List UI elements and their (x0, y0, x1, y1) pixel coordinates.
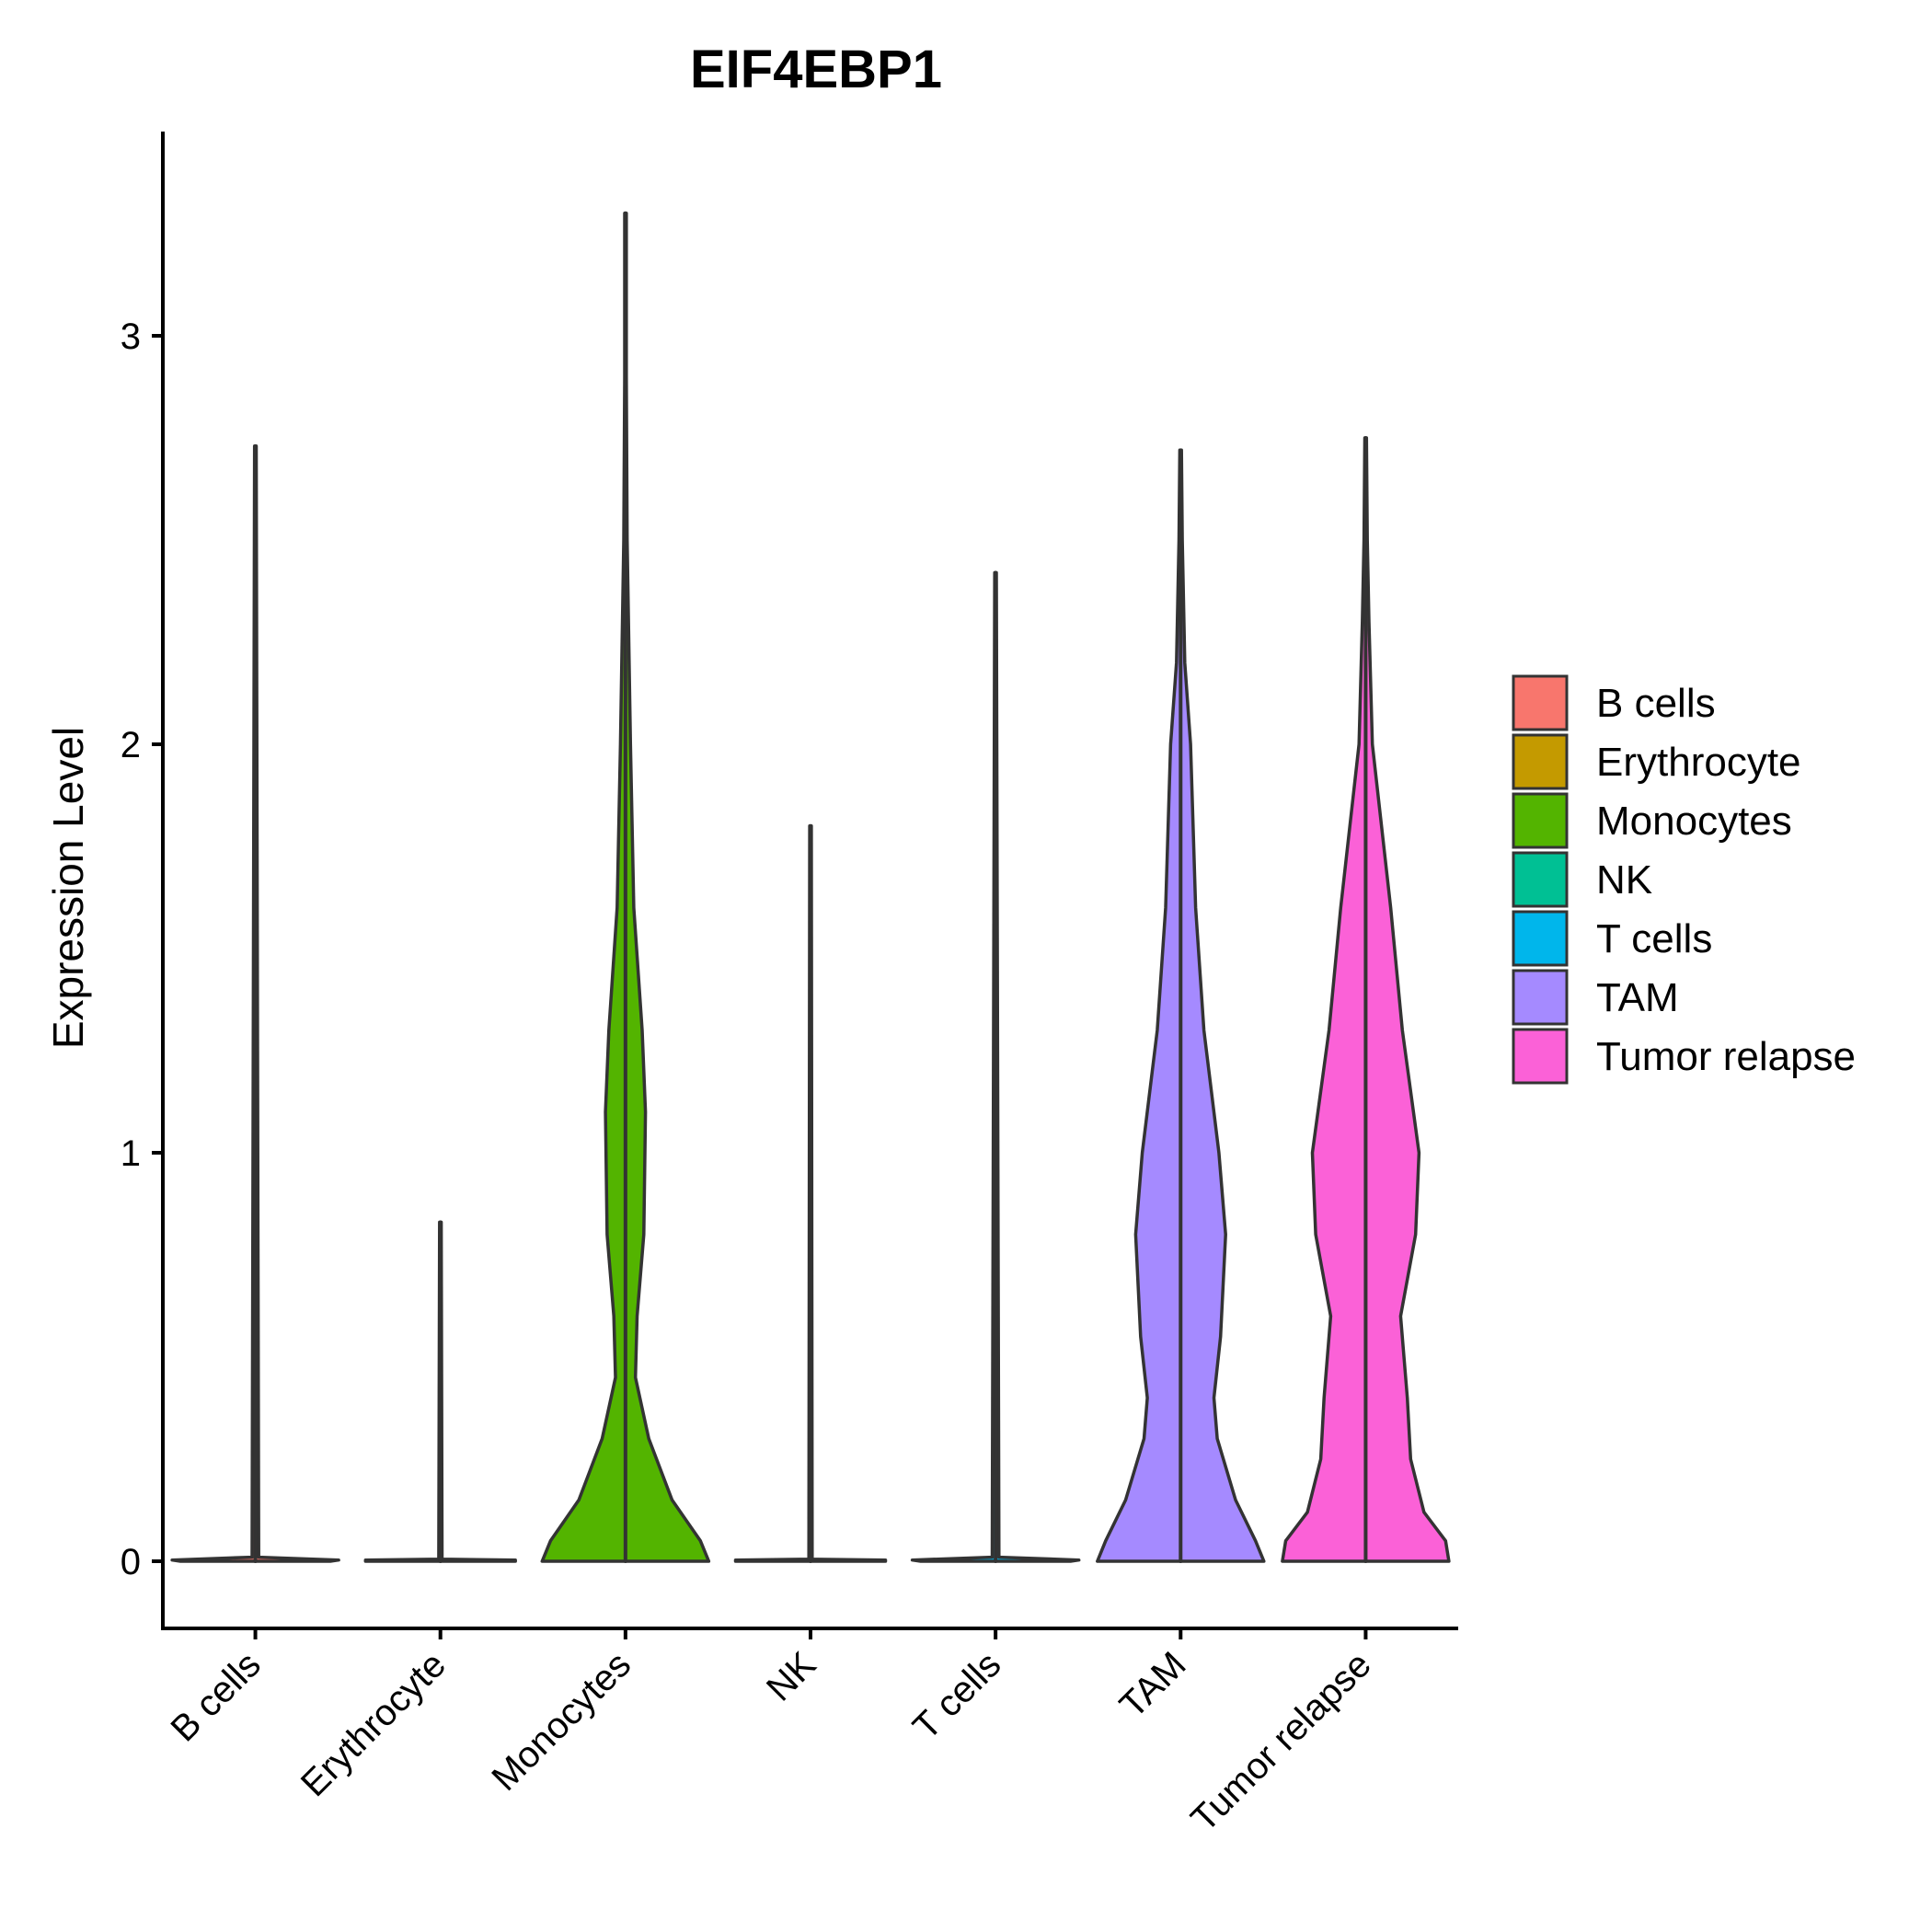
legend-swatch-b-cells (1512, 674, 1569, 731)
legend-swatch-tam (1512, 969, 1569, 1026)
x-tick-label: NK (759, 1644, 824, 1709)
x-tick-label: TAM (1112, 1644, 1194, 1726)
legend-swatch-tumor-relapse (1512, 1028, 1569, 1085)
legend-swatch-nk (1512, 851, 1569, 908)
legend-swatch-erythrocyte (1512, 733, 1569, 790)
legend-swatch-monocytes (1512, 792, 1569, 849)
x-tick-label: Monocytes (484, 1644, 638, 1799)
y-tick-label: 1 (121, 1133, 141, 1174)
legend-label-tumor-relapse: Tumor relapse (1596, 1034, 1856, 1079)
y-tick-label: 0 (121, 1542, 141, 1582)
x-tick-label: Tumor relapse (1183, 1644, 1378, 1839)
legend-label-tam: TAM (1596, 975, 1679, 1020)
x-axis-ticks: B cells Erythrocyte Monocytes NK T cells TAMT… (164, 1628, 1379, 1840)
y-axis-title: Expression Level (44, 727, 92, 1049)
legend-label-b-cells: B cells (1596, 681, 1716, 726)
y-axis-ticks: 0 1 2 3 (121, 316, 163, 1582)
legend-label-nk: NK (1596, 857, 1652, 903)
x-tick-label: T cells (905, 1644, 1008, 1747)
legend: B cells Erythrocyte Monocytes NK T cells TAM T… (1512, 674, 1856, 1085)
legend-swatch-t-cells (1512, 910, 1569, 967)
legend-label-monocytes: Monocytes (1596, 799, 1792, 844)
x-tick-label: B cells (164, 1644, 269, 1749)
chart-title: EIF4EBP1 (690, 40, 942, 99)
x-tick-label: Erythrocyte (293, 1644, 454, 1804)
y-tick-label: 3 (121, 316, 141, 357)
y-tick-label: 2 (121, 725, 141, 765)
legend-label-erythrocyte: Erythrocyte (1596, 740, 1801, 785)
legend-label-t-cells: T cells (1596, 916, 1712, 961)
violin-layer (170, 211, 1451, 1563)
